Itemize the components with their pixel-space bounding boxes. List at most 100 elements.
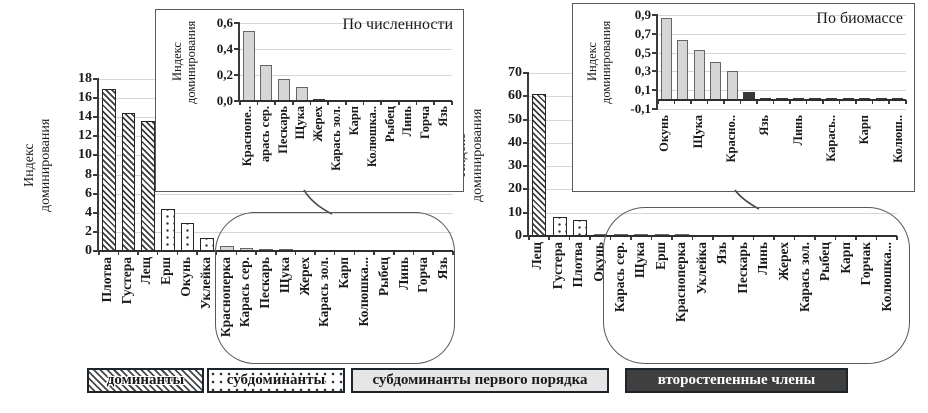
y-tick-mark [523, 72, 529, 74]
y-tick-label: 0,5 [634, 44, 651, 60]
y-tick-label: 0 [515, 228, 522, 243]
y-tick-label: 8 [85, 166, 92, 182]
chart-abundance-inset: По численности Индекс доминирования 0,0 0… [156, 10, 463, 191]
callout-bubble-biomass [603, 207, 910, 364]
y-tick-label: 70 [508, 65, 522, 80]
x-category-label: Красно.. [724, 115, 738, 163]
y-tick-mark [652, 89, 658, 92]
x-tick-mark [756, 99, 758, 104]
bar-Ерш [161, 208, 175, 251]
y-tick-mark [234, 48, 240, 50]
y-tick-label: 6 [85, 185, 92, 201]
x-tick-mark [314, 251, 316, 255]
x-tick-mark [772, 99, 775, 104]
x-category-label: Щука [690, 115, 705, 149]
chart-biomass-inset: По биомассе Индекс доминирования -0,1 0,1… [573, 4, 914, 191]
x-tick-mark [871, 99, 874, 104]
x-tick-mark [137, 251, 139, 255]
gridline [99, 212, 453, 214]
y-tick-label: 4 [85, 204, 92, 220]
y-tick-label: 50 [508, 111, 522, 127]
x-category-label: Горча [418, 106, 433, 140]
y-tick-label: 2 [85, 223, 92, 239]
y-tick-label: 0 [85, 243, 92, 258]
y-axis-title: Индекс доминирования [170, 20, 198, 104]
x-tick-mark [650, 236, 653, 240]
y-tick-label: 0,2 [216, 66, 233, 82]
gridline [99, 231, 453, 233]
y-tick-label: 40 [508, 134, 522, 150]
bar-item-1 [677, 40, 689, 100]
x-tick-mark [739, 99, 742, 104]
x-tick-mark [589, 236, 591, 240]
y-tick-mark [652, 108, 658, 110]
y-tick-label: 12 [78, 128, 92, 144]
y-tick-mark [523, 141, 529, 144]
x-tick-mark [838, 99, 841, 104]
x-tick-mark [117, 251, 120, 255]
legend-label: доминанты [106, 372, 185, 388]
y-tick-mark [93, 154, 99, 157]
x-tick-mark [451, 101, 453, 105]
x-category-label: Рыбец [382, 106, 397, 143]
y-tick-label: 10 [508, 204, 522, 220]
x-category-label: Карась.. [824, 115, 838, 162]
y-tick-mark [652, 14, 658, 16]
x-tick-mark [822, 99, 824, 104]
x-category-label: Окунь [657, 115, 672, 152]
x-category-label: Плотва [98, 257, 114, 303]
y-tick-label: 0,7 [634, 25, 651, 41]
bar-item-3 [710, 62, 722, 100]
x-tick-mark [834, 236, 837, 240]
x-tick-mark [362, 101, 365, 105]
x-tick-mark [345, 101, 347, 105]
x-tick-mark [292, 101, 294, 105]
x-tick-mark [528, 236, 530, 240]
x-category-label: Карп [346, 106, 361, 136]
y-tick-label: 0,0 [216, 93, 233, 108]
x-tick-mark [723, 99, 725, 104]
inset-abundance-box: По численности Индекс доминирования 0,0 0… [155, 9, 464, 192]
x-tick-mark [398, 101, 400, 105]
x-tick-mark [855, 236, 857, 240]
x-tick-mark [256, 101, 259, 105]
y-axis-title: Индекс доминирования [22, 118, 53, 212]
bar-арась сер. [260, 64, 273, 101]
x-axis-line [658, 98, 906, 101]
x-axis-labels: Краснопе.. арась сер. Пескарь Щука Жерех Кара… [238, 104, 452, 188]
legend-label: субдоминанты [226, 372, 326, 388]
legend-item-secondary-members: второстепенные члены [625, 368, 848, 393]
y-tick-mark [523, 211, 529, 214]
x-category-label: Окунь [178, 257, 193, 297]
gridline [240, 75, 452, 76]
gridline [658, 109, 906, 110]
y-tick-label: 16 [78, 90, 92, 106]
x-category-label: Пескарь [275, 106, 290, 154]
x-category-label: Колюш.. [890, 115, 905, 163]
x-category-label: Язь [436, 106, 451, 127]
gridline [658, 90, 906, 92]
y-tick-label: -0,1 [630, 101, 651, 116]
y-tick-label: 0,1 [634, 82, 651, 98]
bar-Лещ [141, 121, 155, 251]
y-tick-mark [652, 70, 658, 73]
y-tick-mark [652, 51, 658, 54]
x-tick-mark [805, 99, 808, 104]
y-tick-mark [93, 173, 99, 176]
y-tick-mark [523, 165, 529, 168]
x-tick-mark [353, 251, 356, 255]
gridline [658, 52, 906, 54]
x-axis-line [99, 250, 453, 252]
y-tick-label: 18 [78, 71, 92, 86]
x-tick-mark [789, 99, 791, 104]
x-tick-mark [548, 236, 550, 240]
bar-Густера [121, 113, 136, 251]
y-axis-ticks: 0 2 4 6 8 10 12 14 16 18 [52, 71, 97, 258]
y-tick-mark [93, 135, 99, 138]
bar-Окунь [180, 223, 195, 251]
gridline [658, 33, 906, 35]
x-tick-mark [215, 251, 218, 255]
x-category-label: Линь [400, 106, 415, 137]
x-tick-mark [309, 101, 312, 105]
